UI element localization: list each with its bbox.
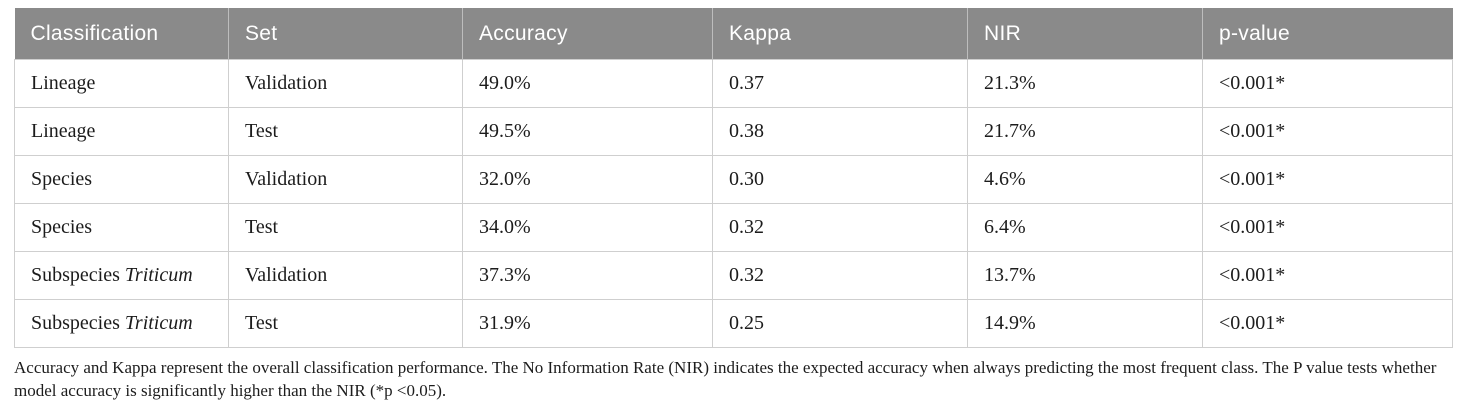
cell-p-value: <0.001* xyxy=(1202,59,1453,108)
column-header-nir: NIR xyxy=(967,8,1203,60)
results-table-container: Classification Set Accuracy Kappa NIR p-… xyxy=(14,8,1453,348)
column-header-kappa: Kappa xyxy=(712,8,968,60)
cell-nir: 13.7% xyxy=(967,251,1203,300)
cell-classification: Lineage xyxy=(14,59,229,108)
classification-name: Lineage xyxy=(31,72,96,94)
classification-name: Subspecies xyxy=(31,264,120,286)
cell-kappa: 0.32 xyxy=(712,203,968,252)
cell-accuracy: 49.5% xyxy=(462,107,713,156)
cell-accuracy: 49.0% xyxy=(462,59,713,108)
cell-p-value: <0.001* xyxy=(1202,251,1453,300)
cell-kappa: 0.25 xyxy=(712,299,968,348)
classification-results-table: Classification Set Accuracy Kappa NIR p-… xyxy=(14,8,1453,348)
column-header-accuracy: Accuracy xyxy=(462,8,713,60)
cell-classification: Species xyxy=(14,155,229,204)
classification-name: Lineage xyxy=(31,120,96,142)
cell-set: Validation xyxy=(228,155,463,204)
table-row: Lineage Validation 49.0% 0.37 21.3% <0.0… xyxy=(14,59,1453,108)
cell-p-value: <0.001* xyxy=(1202,299,1453,348)
classification-name: Species xyxy=(31,168,93,190)
cell-nir: 14.9% xyxy=(967,299,1203,348)
cell-accuracy: 37.3% xyxy=(462,251,713,300)
classification-name: Subspecies xyxy=(31,312,120,334)
cell-kappa: 0.37 xyxy=(712,59,968,108)
classification-name-italic: Triticum xyxy=(124,312,193,334)
cell-classification: Lineage xyxy=(14,107,229,156)
cell-p-value: <0.001* xyxy=(1202,203,1453,252)
cell-set: Test xyxy=(228,299,463,348)
table-footnote: Accuracy and Kappa represent the overall… xyxy=(14,358,1437,400)
table-row: Subspecies Triticum Test 31.9% 0.25 14.9%… xyxy=(14,299,1453,348)
cell-nir: 21.7% xyxy=(967,107,1203,156)
cell-nir: 6.4% xyxy=(967,203,1203,252)
cell-nir: 21.3% xyxy=(967,59,1203,108)
table-row: Subspecies Triticum Validation 37.3% 0.32… xyxy=(14,251,1453,300)
cell-classification: Species xyxy=(14,203,229,252)
cell-kappa: 0.38 xyxy=(712,107,968,156)
cell-set: Test xyxy=(228,203,463,252)
column-header-p-value: p-value xyxy=(1202,8,1453,60)
table-header: Classification Set Accuracy Kappa NIR p-… xyxy=(14,8,1453,60)
cell-classification: Subspecies Triticum xyxy=(14,251,229,300)
cell-accuracy: 34.0% xyxy=(462,203,713,252)
cell-accuracy: 31.9% xyxy=(462,299,713,348)
cell-kappa: 0.30 xyxy=(712,155,968,204)
table-row: Lineage Test 49.5% 0.38 21.7% <0.001* xyxy=(14,107,1453,156)
cell-set: Validation xyxy=(228,251,463,300)
cell-set: Validation xyxy=(228,59,463,108)
table-body: Lineage Validation 49.0% 0.37 21.3% <0.0… xyxy=(14,59,1453,348)
cell-accuracy: 32.0% xyxy=(462,155,713,204)
cell-p-value: <0.001* xyxy=(1202,155,1453,204)
table-row: Species Validation 32.0% 0.30 4.6% <0.00… xyxy=(14,155,1453,204)
cell-p-value: <0.001* xyxy=(1202,107,1453,156)
column-header-set: Set xyxy=(228,8,463,60)
cell-set: Test xyxy=(228,107,463,156)
classification-name: Species xyxy=(31,216,93,238)
header-row: Classification Set Accuracy Kappa NIR p-… xyxy=(14,8,1453,60)
classification-name-italic: Triticum xyxy=(124,264,193,286)
cell-kappa: 0.32 xyxy=(712,251,968,300)
column-header-classification: Classification xyxy=(14,8,229,60)
table-row: Species Test 34.0% 0.32 6.4% <0.001* xyxy=(14,203,1453,252)
cell-classification: Subspecies Triticum xyxy=(14,299,229,348)
cell-nir: 4.6% xyxy=(967,155,1203,204)
